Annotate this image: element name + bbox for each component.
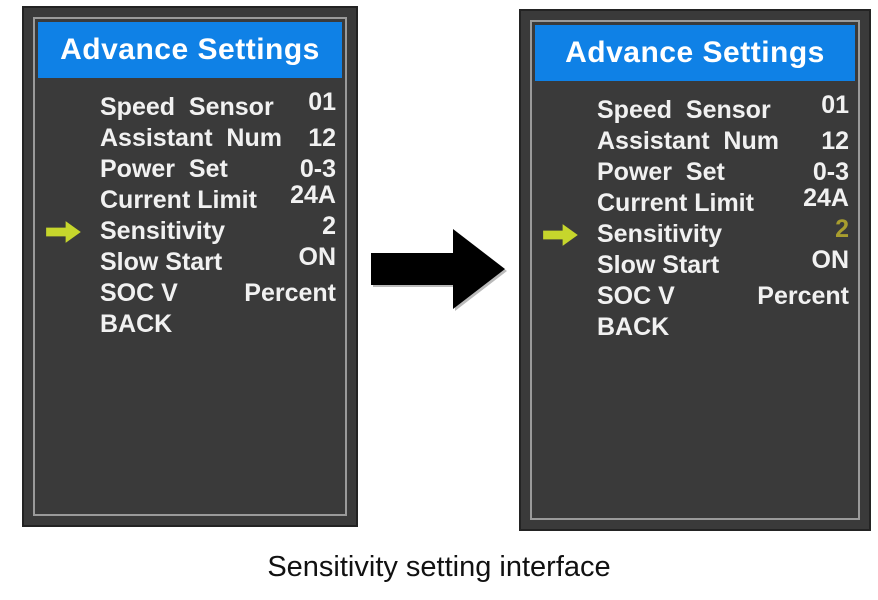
menu-item-assistant-num[interactable]: Assistant Num 12 xyxy=(597,126,849,157)
row-value: 2 xyxy=(322,212,336,240)
menu-item-sensitivity[interactable]: Sensitivity 2 xyxy=(100,212,336,247)
row-value: 2 xyxy=(835,215,849,243)
row-label: Current Limit xyxy=(597,189,754,217)
menu-item-slow-start[interactable]: Slow Start ON xyxy=(597,246,849,281)
row-value: Percent xyxy=(244,279,336,307)
row-value: ON xyxy=(298,243,337,271)
row-value: ON xyxy=(811,246,850,274)
row-label: Speed Sensor xyxy=(597,96,771,124)
row-value: 0-3 xyxy=(299,155,336,183)
menu-item-back[interactable]: BACK xyxy=(597,312,849,343)
menu-item-speed-sensor[interactable]: Speed Sensor 01 xyxy=(597,91,849,126)
row-value: 01 xyxy=(821,91,849,119)
menu-item-back[interactable]: BACK xyxy=(100,309,336,340)
row-value: 12 xyxy=(308,124,336,152)
menu-item-slow-start[interactable]: Slow Start ON xyxy=(100,243,336,278)
menu-item-current-limit[interactable]: Current Limit 24A xyxy=(100,181,336,216)
transition-arrow-icon xyxy=(371,229,505,309)
menu-item-speed-sensor[interactable]: Speed Sensor 01 xyxy=(100,88,336,123)
row-label: Speed Sensor xyxy=(100,93,274,121)
row-value: 0-3 xyxy=(812,158,849,186)
row-value: 01 xyxy=(308,88,336,116)
row-value: 24A xyxy=(290,181,336,209)
settings-panel-before: Advance Settings Speed Sensor 01 Assista… xyxy=(22,6,358,527)
menu-item-soc-v[interactable]: SOC V Percent xyxy=(100,278,336,309)
settings-menu: Speed Sensor 01 Assistant Num 12 Power S… xyxy=(100,88,336,340)
selection-cursor-arrow-icon xyxy=(543,224,578,246)
row-label: Slow Start xyxy=(597,251,720,279)
row-label: Slow Start xyxy=(100,248,223,276)
row-value: 12 xyxy=(821,127,849,155)
menu-item-assistant-num[interactable]: Assistant Num 12 xyxy=(100,123,336,154)
settings-panel-after: Advance Settings Speed Sensor 01 Assista… xyxy=(519,9,871,531)
panel-title: Advance Settings xyxy=(535,25,855,81)
menu-item-current-limit[interactable]: Current Limit 24A xyxy=(597,184,849,219)
panel-inner-frame: Advance Settings Speed Sensor 01 Assista… xyxy=(33,17,347,516)
menu-item-power-set[interactable]: Power Set 0-3 xyxy=(597,157,849,188)
row-label: Current Limit xyxy=(100,186,257,214)
row-label: Assistant Num xyxy=(597,127,779,155)
menu-item-power-set[interactable]: Power Set 0-3 xyxy=(100,154,336,185)
row-label: Sensitivity xyxy=(100,217,226,245)
row-label: Power Set xyxy=(597,158,725,186)
row-label: BACK xyxy=(100,310,173,338)
row-label: BACK xyxy=(597,313,670,341)
selection-cursor-arrow-icon xyxy=(46,221,81,243)
row-label: Assistant Num xyxy=(100,124,282,152)
row-value: Percent xyxy=(757,282,849,310)
menu-item-sensitivity[interactable]: Sensitivity 2 xyxy=(597,215,849,250)
row-label: SOC V xyxy=(597,282,675,310)
row-label: SOC V xyxy=(100,279,178,307)
row-label: Power Set xyxy=(100,155,228,183)
row-value: 24A xyxy=(803,184,849,212)
figure-caption: Sensitivity setting interface xyxy=(267,551,611,583)
panel-inner-frame: Advance Settings Speed Sensor 01 Assista… xyxy=(530,20,860,520)
settings-menu: Speed Sensor 01 Assistant Num 12 Power S… xyxy=(597,91,849,343)
menu-item-soc-v[interactable]: SOC V Percent xyxy=(597,281,849,312)
row-label: Sensitivity xyxy=(597,220,723,248)
panel-title: Advance Settings xyxy=(38,22,342,78)
